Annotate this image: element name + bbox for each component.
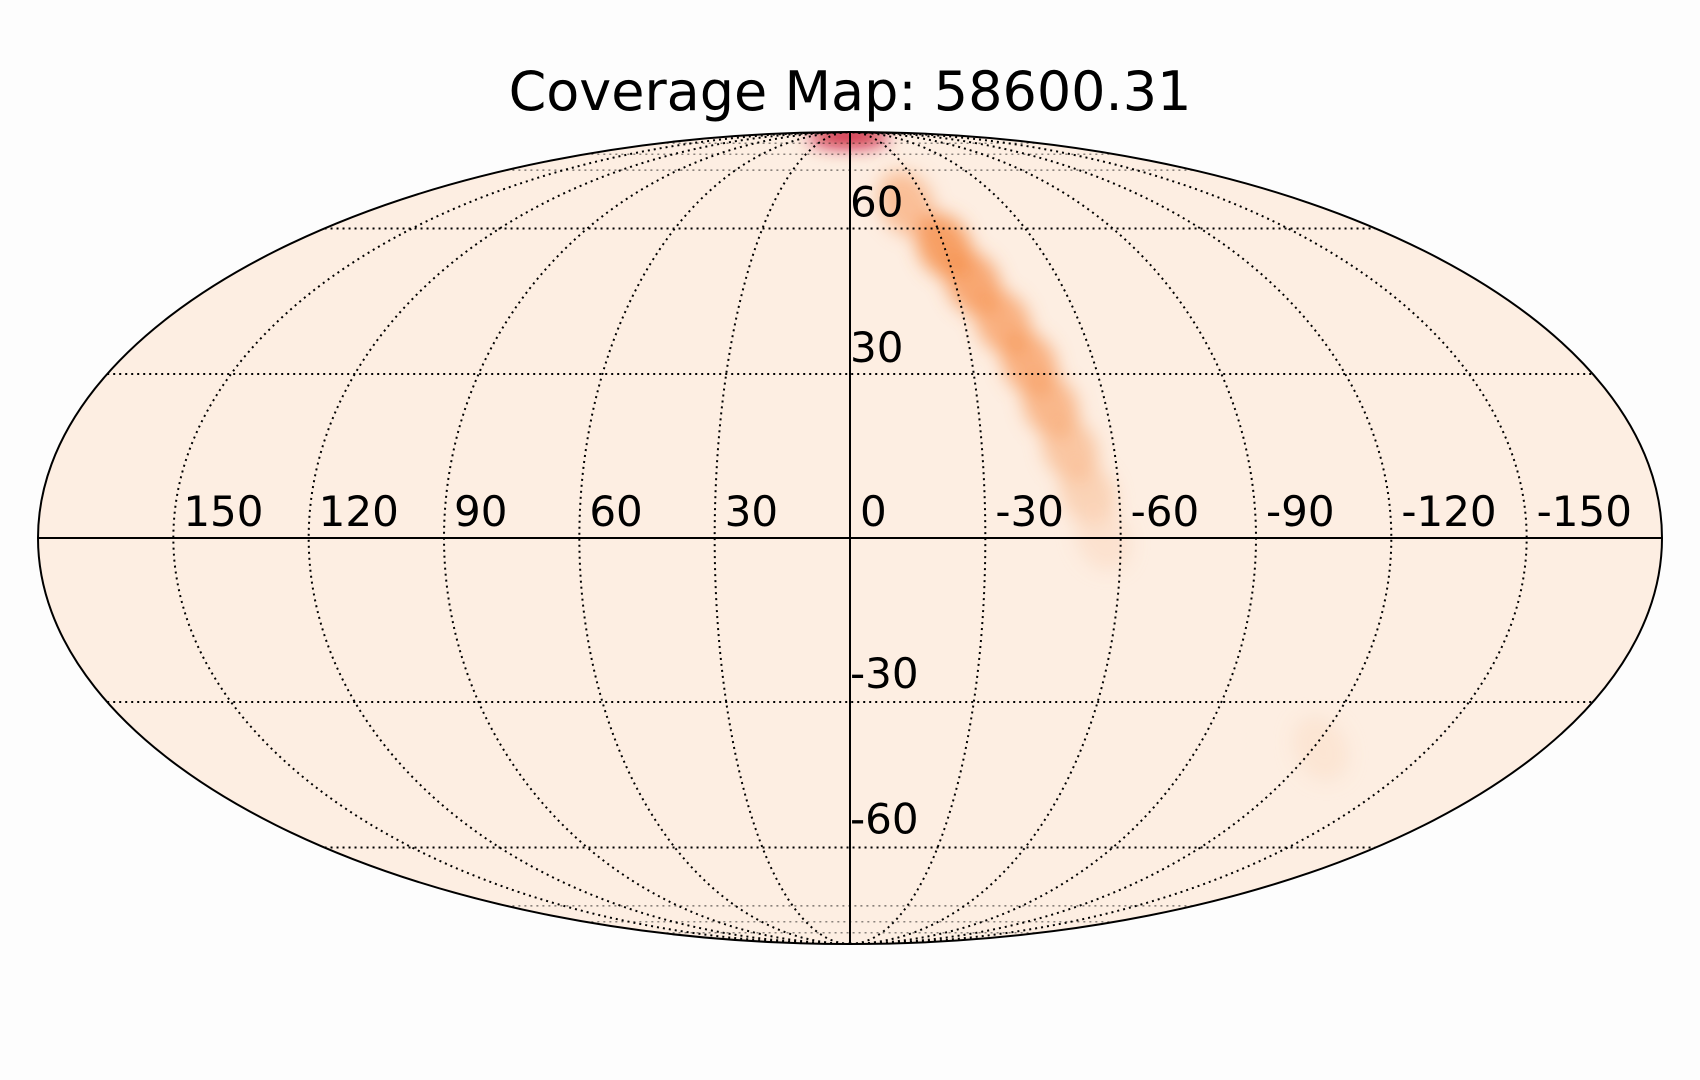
map-outline bbox=[37, 131, 1663, 945]
longitude-tick-label: -150 bbox=[1537, 487, 1632, 536]
longitude-tick-label: 0 bbox=[860, 487, 887, 536]
longitude-tick-label: 120 bbox=[319, 487, 399, 536]
longitude-tick-label: -90 bbox=[1266, 487, 1335, 536]
map-title: Coverage Map: 58600.31 bbox=[508, 60, 1192, 123]
longitude-tick-label: 30 bbox=[725, 487, 778, 536]
coverage-heat-layer bbox=[808, 132, 1349, 781]
latitude-tick-label: -60 bbox=[850, 795, 919, 844]
coverage-hotspot bbox=[1292, 716, 1349, 781]
latitude-tick-label: -30 bbox=[850, 649, 919, 698]
longitude-tick-label: 90 bbox=[454, 487, 507, 536]
latitude-tick-label: 30 bbox=[850, 323, 903, 372]
longitude-tick-label: -120 bbox=[1401, 487, 1496, 536]
longitude-tick-label: -60 bbox=[1131, 487, 1200, 536]
coverage-hotspot bbox=[808, 132, 889, 147]
longitude-tick-label: -30 bbox=[995, 487, 1064, 536]
coverage-hotspot bbox=[878, 171, 935, 236]
longitude-tick-label: 60 bbox=[589, 487, 642, 536]
tick-labels: 150 120 90 60 30 0 -30 -60 -90 -120 -150 60 30 -30 -60 bbox=[183, 177, 1632, 843]
latitude-tick-label: 60 bbox=[850, 177, 903, 226]
longitude-tick-label: 150 bbox=[183, 487, 263, 536]
